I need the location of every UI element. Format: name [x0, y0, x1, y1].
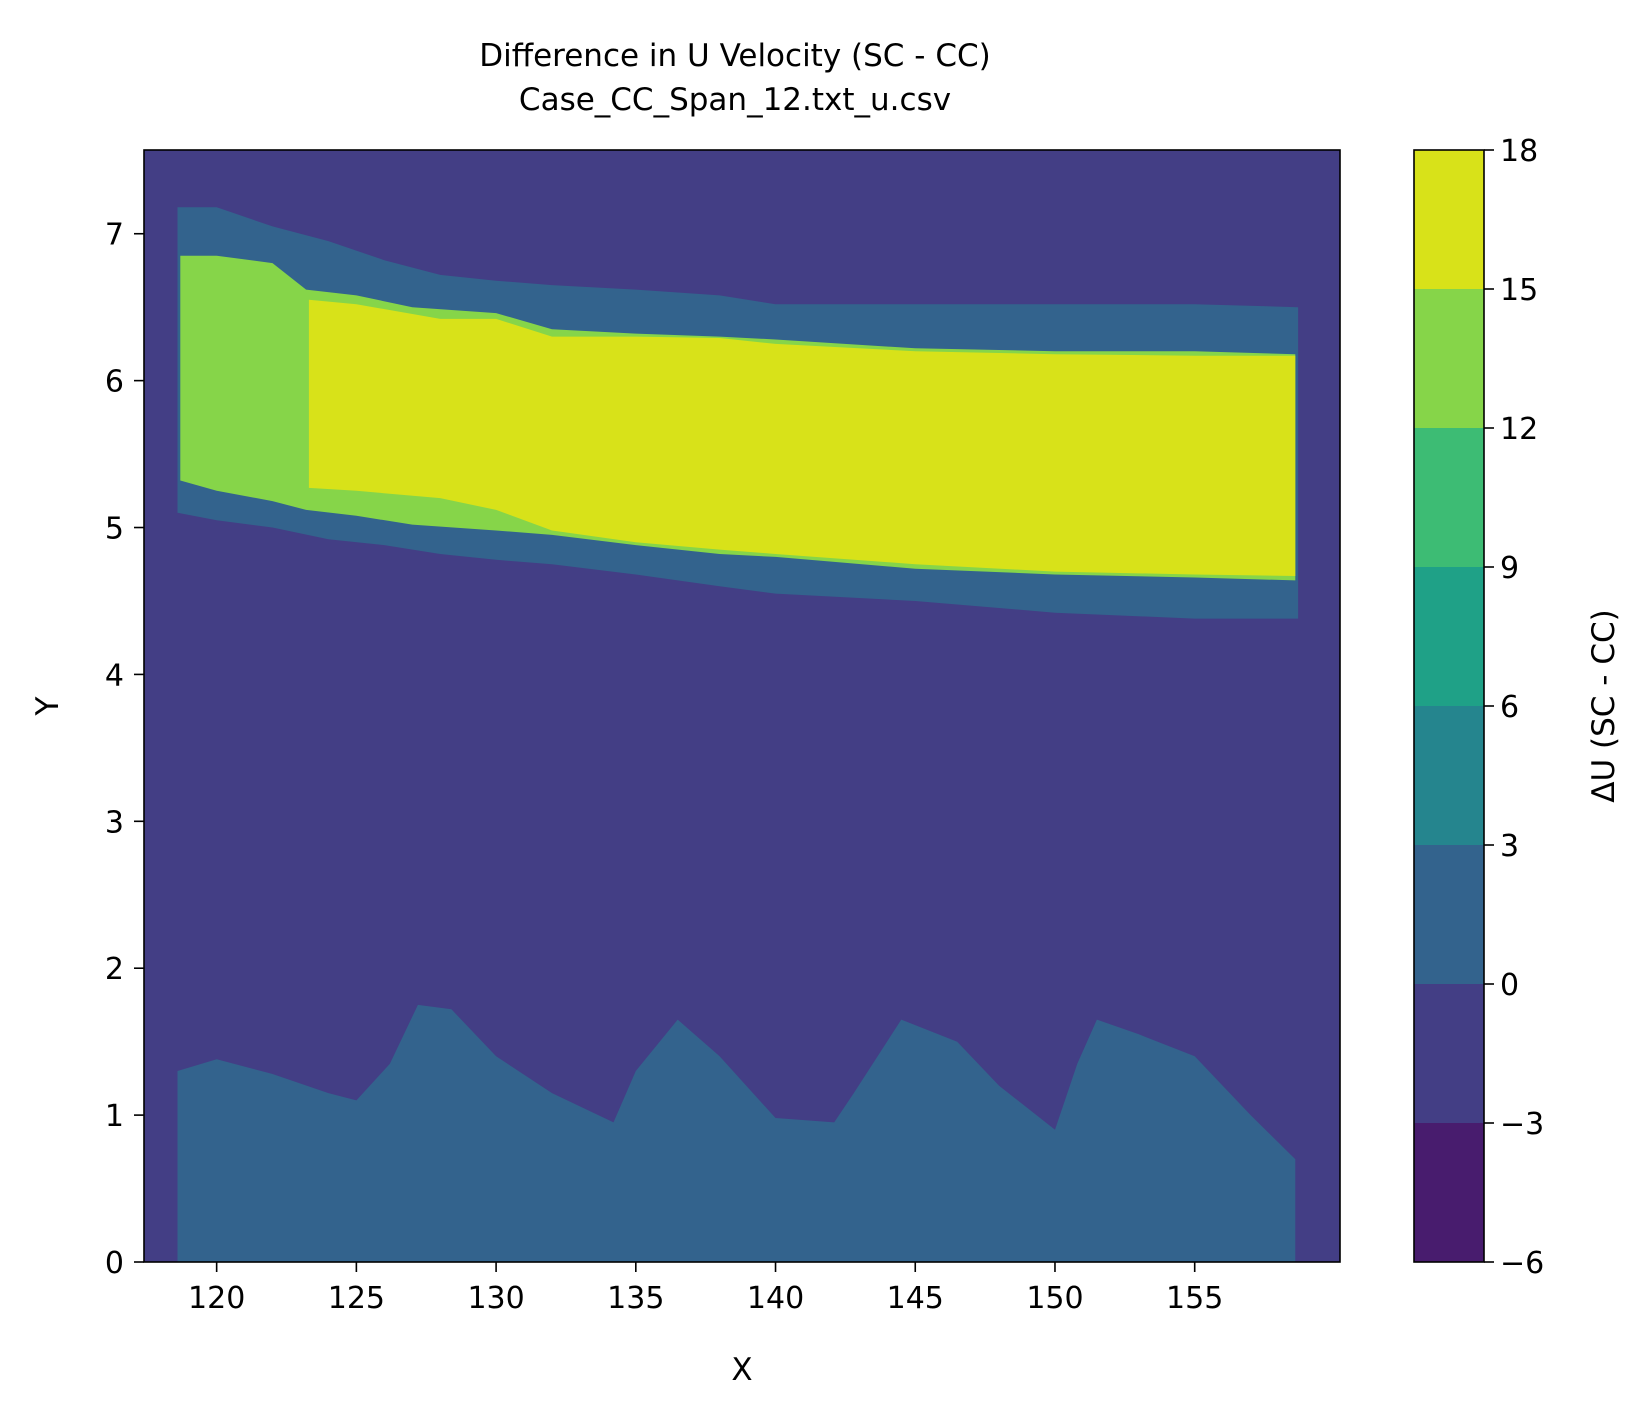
contour-regions: [177, 207, 1299, 1262]
colorbar-band: [1414, 150, 1484, 289]
colorbar-tick-label: 18: [1500, 134, 1538, 169]
x-tick-label: 155: [1166, 1281, 1223, 1316]
plot-area: [143, 149, 1341, 1263]
colorbar-tick-label: −6: [1500, 1246, 1544, 1281]
y-axis: 0 1 2 3 4 5 6 7: [105, 218, 144, 1281]
x-tick-label: 145: [887, 1281, 944, 1316]
colorbar-band: [1414, 845, 1484, 984]
y-tick-label: 7: [105, 218, 124, 253]
colorbar-tick-label: 6: [1500, 690, 1519, 725]
colorbar-tick-label: 12: [1500, 412, 1538, 447]
x-tick-label: 150: [1026, 1281, 1083, 1316]
colorbar-tick-label: 0: [1500, 968, 1519, 1003]
colorbar-tick-label: 15: [1500, 273, 1538, 308]
colorbar-band: [1414, 428, 1484, 567]
colorbar: −6 −3 0 3 6 9 12 15 18 ΔU (SC - CC): [1413, 134, 1622, 1281]
colorbar-ticks: −6 −3 0 3 6 9 12 15 18: [1484, 134, 1544, 1281]
colorbar-tick-label: 3: [1500, 829, 1519, 864]
colorbar-bands: [1414, 150, 1484, 1262]
colorbar-tick-label: −3: [1500, 1107, 1544, 1142]
y-tick-label: 6: [105, 365, 124, 400]
contour-region-0: [177, 1004, 1296, 1262]
x-tick-label: 130: [467, 1281, 524, 1316]
y-tick-label: 1: [105, 1099, 124, 1134]
x-tick-label: 125: [328, 1281, 385, 1316]
x-axis-label: X: [731, 1352, 752, 1388]
x-tick-label: 140: [747, 1281, 804, 1316]
y-axis-label: Y: [30, 696, 66, 716]
contour-region-3: [308, 299, 1296, 576]
x-tick-label: 120: [188, 1281, 245, 1316]
chart-subtitle: Case_CC_Span_12.txt_u.csv: [519, 82, 951, 118]
y-tick-label: 4: [105, 658, 124, 693]
plot-frame: [143, 149, 1341, 1263]
chart-title: Difference in U Velocity (SC - CC): [479, 38, 991, 74]
colorbar-band: [1414, 706, 1484, 845]
colorbar-band: [1414, 289, 1484, 428]
y-tick-label: 2: [105, 952, 124, 987]
x-tick-label: 135: [607, 1281, 664, 1316]
colorbar-label: ΔU (SC - CC): [1586, 609, 1622, 802]
colorbar-band: [1414, 1123, 1484, 1262]
colorbar-band: [1414, 984, 1484, 1123]
y-tick-label: 0: [105, 1246, 124, 1281]
x-axis: 120 125 130 135 140 145 150 155: [188, 1262, 1223, 1316]
colorbar-band: [1414, 567, 1484, 706]
y-tick-label: 5: [105, 512, 124, 547]
y-tick-label: 3: [105, 805, 124, 840]
colorbar-tick-label: 9: [1500, 551, 1519, 586]
